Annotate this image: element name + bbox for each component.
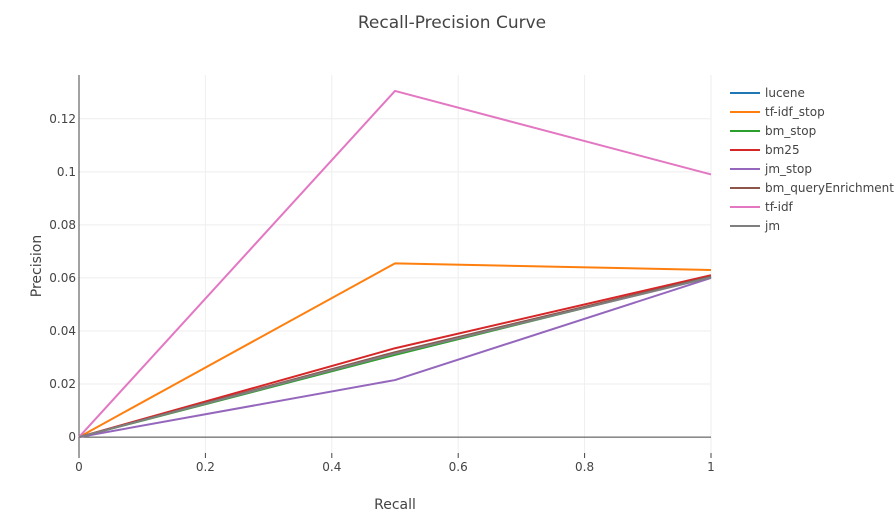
y-tick-label: 0 xyxy=(68,430,76,444)
series-line-bm25[interactable] xyxy=(78,274,712,439)
chart-title: Recall-Precision Curve xyxy=(358,13,546,33)
legend-label: tf-idf xyxy=(765,200,794,214)
legend-label: bm25 xyxy=(765,143,800,157)
legend-label: jm xyxy=(764,219,780,233)
legend-item-bm_queryEnrichment[interactable]: bm_queryEnrichment xyxy=(730,181,894,195)
series-line-tf-idf[interactable] xyxy=(78,89,712,438)
series-line-jm_stop[interactable] xyxy=(78,276,712,439)
legend-label: jm_stop xyxy=(764,162,812,176)
legend-label: tf-idf_stop xyxy=(765,105,825,119)
x-tick-label: 1 xyxy=(707,460,715,474)
y-tick-label: 0.04 xyxy=(49,324,76,338)
x-tick-label: 0.8 xyxy=(575,460,594,474)
legend-item-tf-idf_stop[interactable]: tf-idf_stop xyxy=(730,105,825,119)
x-tick-label: 0.4 xyxy=(322,460,341,474)
legend-item-bm_stop[interactable]: bm_stop xyxy=(730,124,816,138)
legend-label: bm_stop xyxy=(765,124,816,138)
y-axis-title: Precision xyxy=(29,235,45,297)
legend-item-bm25[interactable]: bm25 xyxy=(730,143,800,157)
legend-item-jm[interactable]: jm xyxy=(730,219,780,233)
grid xyxy=(79,75,712,453)
legend-item-jm_stop[interactable]: jm_stop xyxy=(730,162,812,176)
legend-label: bm_queryEnrichment xyxy=(765,181,894,195)
x-tick-label: 0.6 xyxy=(449,460,468,474)
tick-labels: 0 0.2 0.4 0.6 0.8 1 0 0.02 0.04 0.06 0.08 0.1 0.12 xyxy=(49,112,715,474)
x-tick-label: 0.2 xyxy=(196,460,215,474)
plot-area[interactable] xyxy=(78,89,712,439)
y-tick-label: 0.02 xyxy=(49,377,76,391)
legend-item-lucene[interactable]: lucene xyxy=(730,86,805,100)
legend-label: lucene xyxy=(765,86,805,100)
x-tick-label: 0 xyxy=(75,460,83,474)
x-axis-title: Recall xyxy=(374,497,416,513)
y-tick-label: 0.06 xyxy=(49,271,76,285)
axes xyxy=(78,75,712,458)
series-line-tf-idf_stop[interactable] xyxy=(78,262,712,438)
legend-item-tf-idf[interactable]: tf-idf xyxy=(730,200,794,214)
series-line-jm[interactable] xyxy=(78,276,712,439)
y-tick-label: 0.12 xyxy=(49,112,76,126)
y-tick-label: 0.1 xyxy=(57,165,76,179)
y-tick-label: 0.08 xyxy=(49,218,76,232)
legend[interactable]: lucene tf-idf_stop bm_stop bm25 jm_stop bm_qu… xyxy=(730,86,894,233)
